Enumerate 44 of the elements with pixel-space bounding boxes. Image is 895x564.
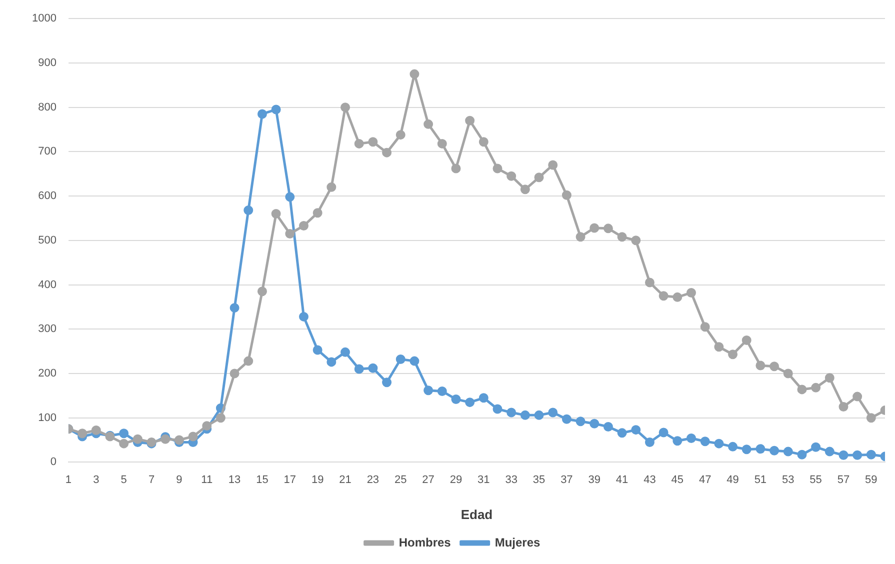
- y-tick-label: 300: [38, 323, 56, 336]
- x-tick-label: 37: [560, 474, 573, 486]
- x-tick-label: 51: [754, 474, 767, 486]
- x-tick-label: 13: [228, 474, 241, 486]
- x-tick-label: 9: [176, 474, 182, 486]
- x-tick-label: 7: [148, 474, 155, 486]
- y-tick-label: 0: [50, 456, 56, 468]
- x-axis-title: Edad: [460, 506, 493, 522]
- x-tick-label: 43: [644, 474, 656, 486]
- x-tick-label: 53: [782, 474, 794, 486]
- x-tick-label: 49: [726, 474, 739, 486]
- legend-label: Mujeres: [494, 535, 541, 550]
- x-tick-label: 19: [311, 474, 324, 486]
- x-tick-label: 41: [616, 474, 628, 486]
- x-tick-label: 11: [201, 474, 213, 486]
- y-tick-label: 900: [38, 56, 56, 69]
- x-tick-label: 39: [588, 474, 600, 486]
- x-tick-label: 59: [865, 474, 878, 486]
- legend-label: Hombres: [398, 535, 452, 550]
- y-tick-label: 1000: [32, 12, 56, 25]
- x-tick-label: 45: [671, 474, 684, 486]
- y-tick-label: 200: [38, 368, 56, 380]
- x-tick-label: 31: [478, 474, 490, 486]
- y-tick-label: 800: [38, 101, 56, 114]
- x-tick-label: 33: [505, 474, 518, 486]
- x-tick-label: 55: [810, 474, 822, 486]
- y-tick-label: 400: [38, 278, 56, 291]
- y-tick-label: 700: [38, 146, 56, 158]
- x-tick-label: 57: [837, 474, 850, 486]
- x-tick-label: 35: [532, 474, 546, 486]
- x-tick-label: 29: [450, 474, 462, 486]
- x-tick-label: 3: [93, 474, 100, 486]
- x-tick-label: 15: [256, 474, 268, 486]
- x-tick-label: 5: [120, 474, 127, 486]
- x-tick-label: 1: [65, 474, 72, 486]
- x-tick-label: 21: [339, 474, 352, 486]
- x-tick-label: 25: [394, 474, 407, 486]
- x-tick-label: 27: [422, 474, 434, 486]
- x-tick-label: 23: [366, 474, 380, 486]
- x-tick-label: 47: [698, 474, 712, 486]
- y-tick-label: 100: [38, 412, 56, 424]
- y-tick-label: 600: [38, 190, 56, 202]
- x-tick-label: 17: [284, 474, 296, 486]
- y-tick-label: 500: [38, 234, 56, 246]
